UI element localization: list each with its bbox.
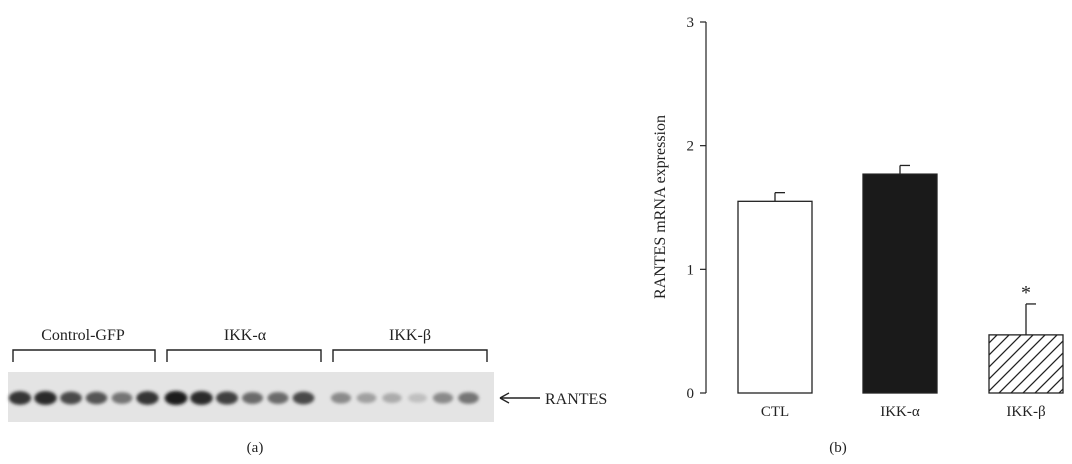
blot-band [267, 392, 289, 404]
blot-band [85, 391, 108, 405]
blot-band [34, 391, 57, 405]
blot-band [330, 392, 352, 404]
panel-a-blot: Control-GFP IKK-α IKK-β RANTES (a) [8, 327, 607, 456]
blot-band [408, 393, 427, 403]
blot-band [136, 391, 159, 405]
blot-band [356, 392, 377, 404]
y-tick-label: 1 [687, 262, 695, 278]
bar-ctl [737, 200, 813, 394]
blot-band [164, 390, 188, 406]
y-tick-label: 2 [687, 139, 695, 155]
blot-bands [8, 390, 479, 406]
blot-band [60, 391, 82, 405]
blot-band [8, 391, 32, 405]
bars: * [737, 164, 1064, 394]
x-tick-label: CTL [761, 404, 789, 420]
x-tick-labels: CTL IKK-α IKK-β [761, 404, 1046, 420]
panel-b-chart: 0 1 2 3 RANTES mRNA expression * CTL IKK-α IK… [652, 15, 1064, 456]
bar-ikk- [988, 334, 1064, 394]
blot-band [382, 393, 402, 403]
y-tick-label: 0 [687, 386, 695, 402]
group-label-ikk-beta: IKK-β [389, 327, 431, 344]
caption-a: (a) [247, 440, 264, 456]
significance-marker: * [1021, 282, 1031, 304]
y-ticks: 0 1 2 3 [687, 15, 706, 402]
group-label-control-gfp: Control-GFP [41, 327, 125, 344]
x-tick-label: IKK-α [880, 404, 920, 420]
x-tick-label: IKK-β [1006, 404, 1045, 420]
blot-band [216, 391, 238, 405]
blot-band [432, 392, 454, 404]
band-label-rantes: RANTES [545, 391, 607, 408]
rantes-arrowhead [499, 392, 510, 404]
bracket-control-gfp [12, 349, 156, 362]
y-axis-label: RANTES mRNA expression [652, 115, 669, 299]
y-tick-label: 3 [687, 15, 695, 31]
blot-band [242, 392, 263, 404]
bracket-ikk-alpha [166, 349, 322, 362]
blot-band [458, 392, 479, 404]
blot-band [190, 391, 213, 405]
blot-band [292, 391, 315, 405]
bracket-ikk-beta [332, 349, 488, 362]
blot-band [111, 392, 133, 404]
caption-b: (b) [829, 440, 847, 456]
bar-ikk- [862, 173, 938, 394]
group-label-ikk-alpha: IKK-α [224, 327, 267, 344]
